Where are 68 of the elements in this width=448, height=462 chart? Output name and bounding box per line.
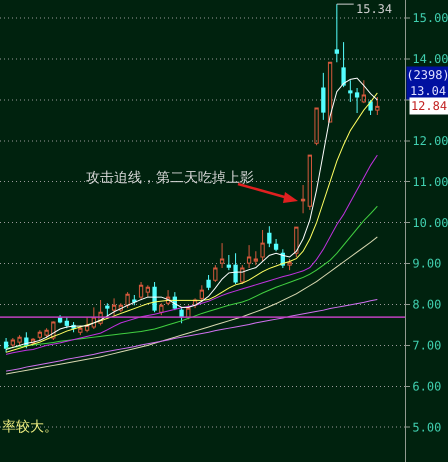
y-tick-label: 7.00 <box>412 338 442 353</box>
y-tick-label: 10.00 <box>412 216 448 230</box>
candlestick <box>206 274 211 291</box>
candlestick <box>334 4 339 63</box>
candlestick <box>226 254 231 271</box>
candlestick <box>146 284 150 298</box>
candlestick <box>138 281 144 300</box>
candlestick <box>98 299 103 326</box>
candlestick <box>112 298 116 316</box>
y-tick-label: 9.00 <box>412 256 442 271</box>
candlestick <box>246 244 252 269</box>
candlestick <box>200 284 204 302</box>
y-tick-label: 5.00 <box>412 420 442 434</box>
candlestick <box>92 306 96 330</box>
candlestick <box>166 290 170 306</box>
candlestick <box>118 302 123 313</box>
candlestick <box>24 332 28 349</box>
candlestick <box>220 242 224 269</box>
text: 12.84 <box>410 99 448 113</box>
candlestick <box>105 302 110 318</box>
candlestick <box>328 62 332 122</box>
line-series <box>6 236 378 375</box>
candlestick <box>125 292 130 309</box>
line-series <box>6 154 378 355</box>
candlestick <box>362 80 366 104</box>
y-tick-label: 15.00 <box>412 11 448 26</box>
candlestick <box>233 252 238 284</box>
candlestick <box>10 338 15 349</box>
candlestick <box>348 80 352 102</box>
candlestick <box>132 294 136 306</box>
candlestick <box>159 302 164 316</box>
annotation: 攻击迫线，第二天吃掉上影 <box>86 170 254 186</box>
line-series <box>6 206 378 349</box>
annotation: 15.34 <box>356 2 392 16</box>
candlestick <box>287 258 292 271</box>
candlestick <box>274 238 278 252</box>
y-tick-label: 14.00 <box>412 52 448 66</box>
candlestick <box>375 96 380 116</box>
candlestick <box>341 42 346 88</box>
y-tick-label: 6.00 <box>412 380 442 394</box>
candlestick <box>314 108 319 146</box>
candlestick <box>321 72 326 120</box>
candlestick <box>260 229 265 262</box>
candlestick <box>294 226 298 258</box>
candlestick <box>78 324 82 336</box>
y-tick-label: 12.00 <box>412 134 448 148</box>
candlestick <box>51 320 56 341</box>
y-tick-label: 11.00 <box>412 174 448 189</box>
candlestick <box>30 338 36 346</box>
candlestick <box>84 316 90 333</box>
text: (2398) <box>406 68 448 82</box>
candlestick <box>254 250 258 266</box>
candlestick <box>192 298 198 309</box>
candlestick <box>44 328 49 339</box>
y-tick-label: 8.00 <box>412 298 442 312</box>
candlestick <box>64 316 69 329</box>
candlestick <box>38 330 42 341</box>
annotation: 率较大。 <box>2 419 58 435</box>
candlestick <box>213 264 218 282</box>
candlestick <box>300 184 306 214</box>
candlestick <box>267 226 272 248</box>
candlestick <box>4 338 8 353</box>
candlestick <box>308 154 312 210</box>
candlestick <box>354 87 360 114</box>
candlestick <box>240 264 244 284</box>
text: 13.04 <box>410 84 446 98</box>
candlestick <box>17 334 22 346</box>
line-series <box>6 299 378 372</box>
